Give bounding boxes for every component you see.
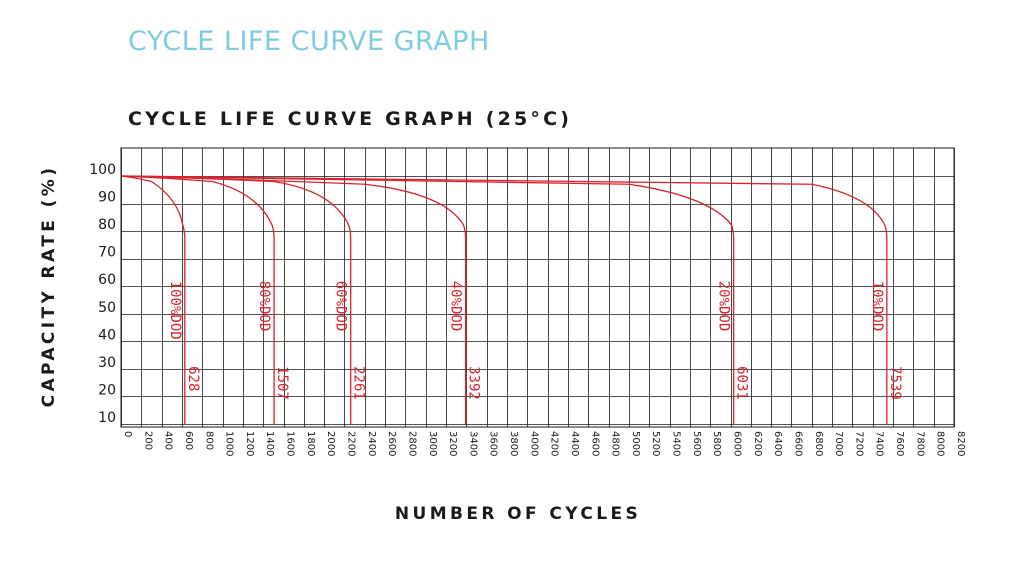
x-tick-label: 400 — [163, 431, 174, 450]
series-end-value: 7539 — [887, 366, 903, 400]
y-tick-label: 80 — [98, 217, 116, 233]
x-tick-label: 1000 — [224, 431, 235, 456]
y-tick-label: 40 — [98, 327, 116, 343]
y-tick-label: 10 — [98, 410, 116, 426]
plot-frame — [120, 147, 955, 428]
x-tick-label: 7600 — [894, 431, 905, 456]
x-tick-label: 5400 — [671, 431, 682, 456]
x-tick-label: 6000 — [732, 431, 743, 456]
series-end-value: 628 — [185, 366, 201, 391]
y-tick-label: 100 — [89, 162, 116, 178]
x-tick-layer: 0 200 400 600 800 1000 1200 1400 1600 1800 2000 220… — [122, 431, 966, 456]
x-tick-label: 2200 — [345, 431, 356, 456]
series-end-value: 6031 — [734, 366, 750, 400]
x-tick-label: 7000 — [833, 431, 844, 456]
x-tick-label: 1400 — [264, 431, 275, 456]
y-tick-label: 20 — [98, 382, 116, 398]
x-tick-label: 4600 — [589, 431, 600, 456]
y-tick-layer: 100 90 80 70 60 50 40 30 20 10 — [89, 162, 116, 426]
x-axis-label: NUMBER OF CYCLES — [395, 504, 641, 524]
x-tick-label: 5600 — [691, 431, 702, 456]
x-tick-label: 5800 — [711, 431, 722, 456]
chart-title: CYCLE LIFE CURVE GRAPH (25°C) — [128, 108, 573, 130]
y-tick-label: 50 — [98, 300, 116, 316]
x-tick-label: 6200 — [752, 431, 763, 456]
x-tick-label: 800 — [203, 431, 214, 450]
y-tick-label: 60 — [98, 272, 116, 288]
x-tick-label: 3200 — [447, 431, 458, 456]
x-tick-label: 200 — [142, 431, 153, 450]
x-tick-label: 600 — [183, 431, 194, 450]
series-curve — [120, 175, 186, 424]
x-tick-label: 5000 — [630, 431, 641, 456]
x-tick-label: 0 — [122, 431, 133, 437]
series-name-label: 60%DOD — [333, 281, 349, 332]
x-tick-label: 2000 — [325, 431, 336, 456]
x-tick-label: 3400 — [467, 431, 478, 456]
series-end-value: 1507 — [274, 366, 290, 400]
x-tick-label: 6800 — [813, 431, 824, 456]
series-curve — [120, 175, 735, 424]
series-curve — [120, 175, 275, 424]
x-tick-label: 4200 — [549, 431, 560, 456]
series-curve — [120, 175, 467, 424]
x-tick-label: 2800 — [406, 431, 417, 456]
y-tick-label: 90 — [98, 190, 116, 206]
x-tick-label: 8000 — [935, 431, 946, 456]
x-tick-label: 3800 — [508, 431, 519, 456]
series-curve — [120, 175, 888, 424]
x-tick-label: 8200 — [955, 431, 966, 456]
series-name-label: 80%DOD — [256, 281, 272, 332]
x-tick-label: 7200 — [853, 431, 864, 456]
series-end-value: 2261 — [351, 366, 367, 400]
x-tick-label: 7800 — [914, 431, 925, 456]
series-name-label: 10%DOD — [869, 281, 885, 332]
series-name-label: 40%DOD — [448, 281, 464, 332]
x-tick-label: 4000 — [528, 431, 539, 456]
x-tick-label: 5200 — [650, 431, 661, 456]
x-tick-label: 7400 — [874, 431, 885, 456]
series-name-label: 100%DOD — [167, 281, 183, 340]
x-tick-label: 4800 — [610, 431, 621, 456]
page-heading: CYCLE LIFE CURVE GRAPH — [128, 26, 490, 57]
x-tick-label: 1600 — [285, 431, 296, 456]
x-tick-label: 3000 — [427, 431, 438, 456]
grid-layer — [120, 147, 955, 428]
y-axis-label: CAPACITY RATE (%) — [39, 165, 59, 408]
x-tick-label: 3600 — [488, 431, 499, 456]
series-name-label: 20%DOD — [716, 281, 732, 332]
x-tick-label: 2400 — [366, 431, 377, 456]
series-end-value: 3392 — [466, 366, 482, 400]
x-tick-label: 6600 — [792, 431, 803, 456]
x-tick-label: 1200 — [244, 431, 255, 456]
x-tick-label: 2600 — [386, 431, 397, 456]
series-curve — [120, 175, 352, 424]
x-tick-label: 1800 — [305, 431, 316, 456]
y-tick-label: 30 — [98, 355, 116, 371]
x-tick-label: 4400 — [569, 431, 580, 456]
series-layer: 100%DOD 628 80%DOD 1507 60%DOD 2261 40%DOD 3392… — [120, 175, 903, 424]
y-tick-label: 70 — [98, 245, 116, 261]
x-tick-label: 6400 — [772, 431, 783, 456]
